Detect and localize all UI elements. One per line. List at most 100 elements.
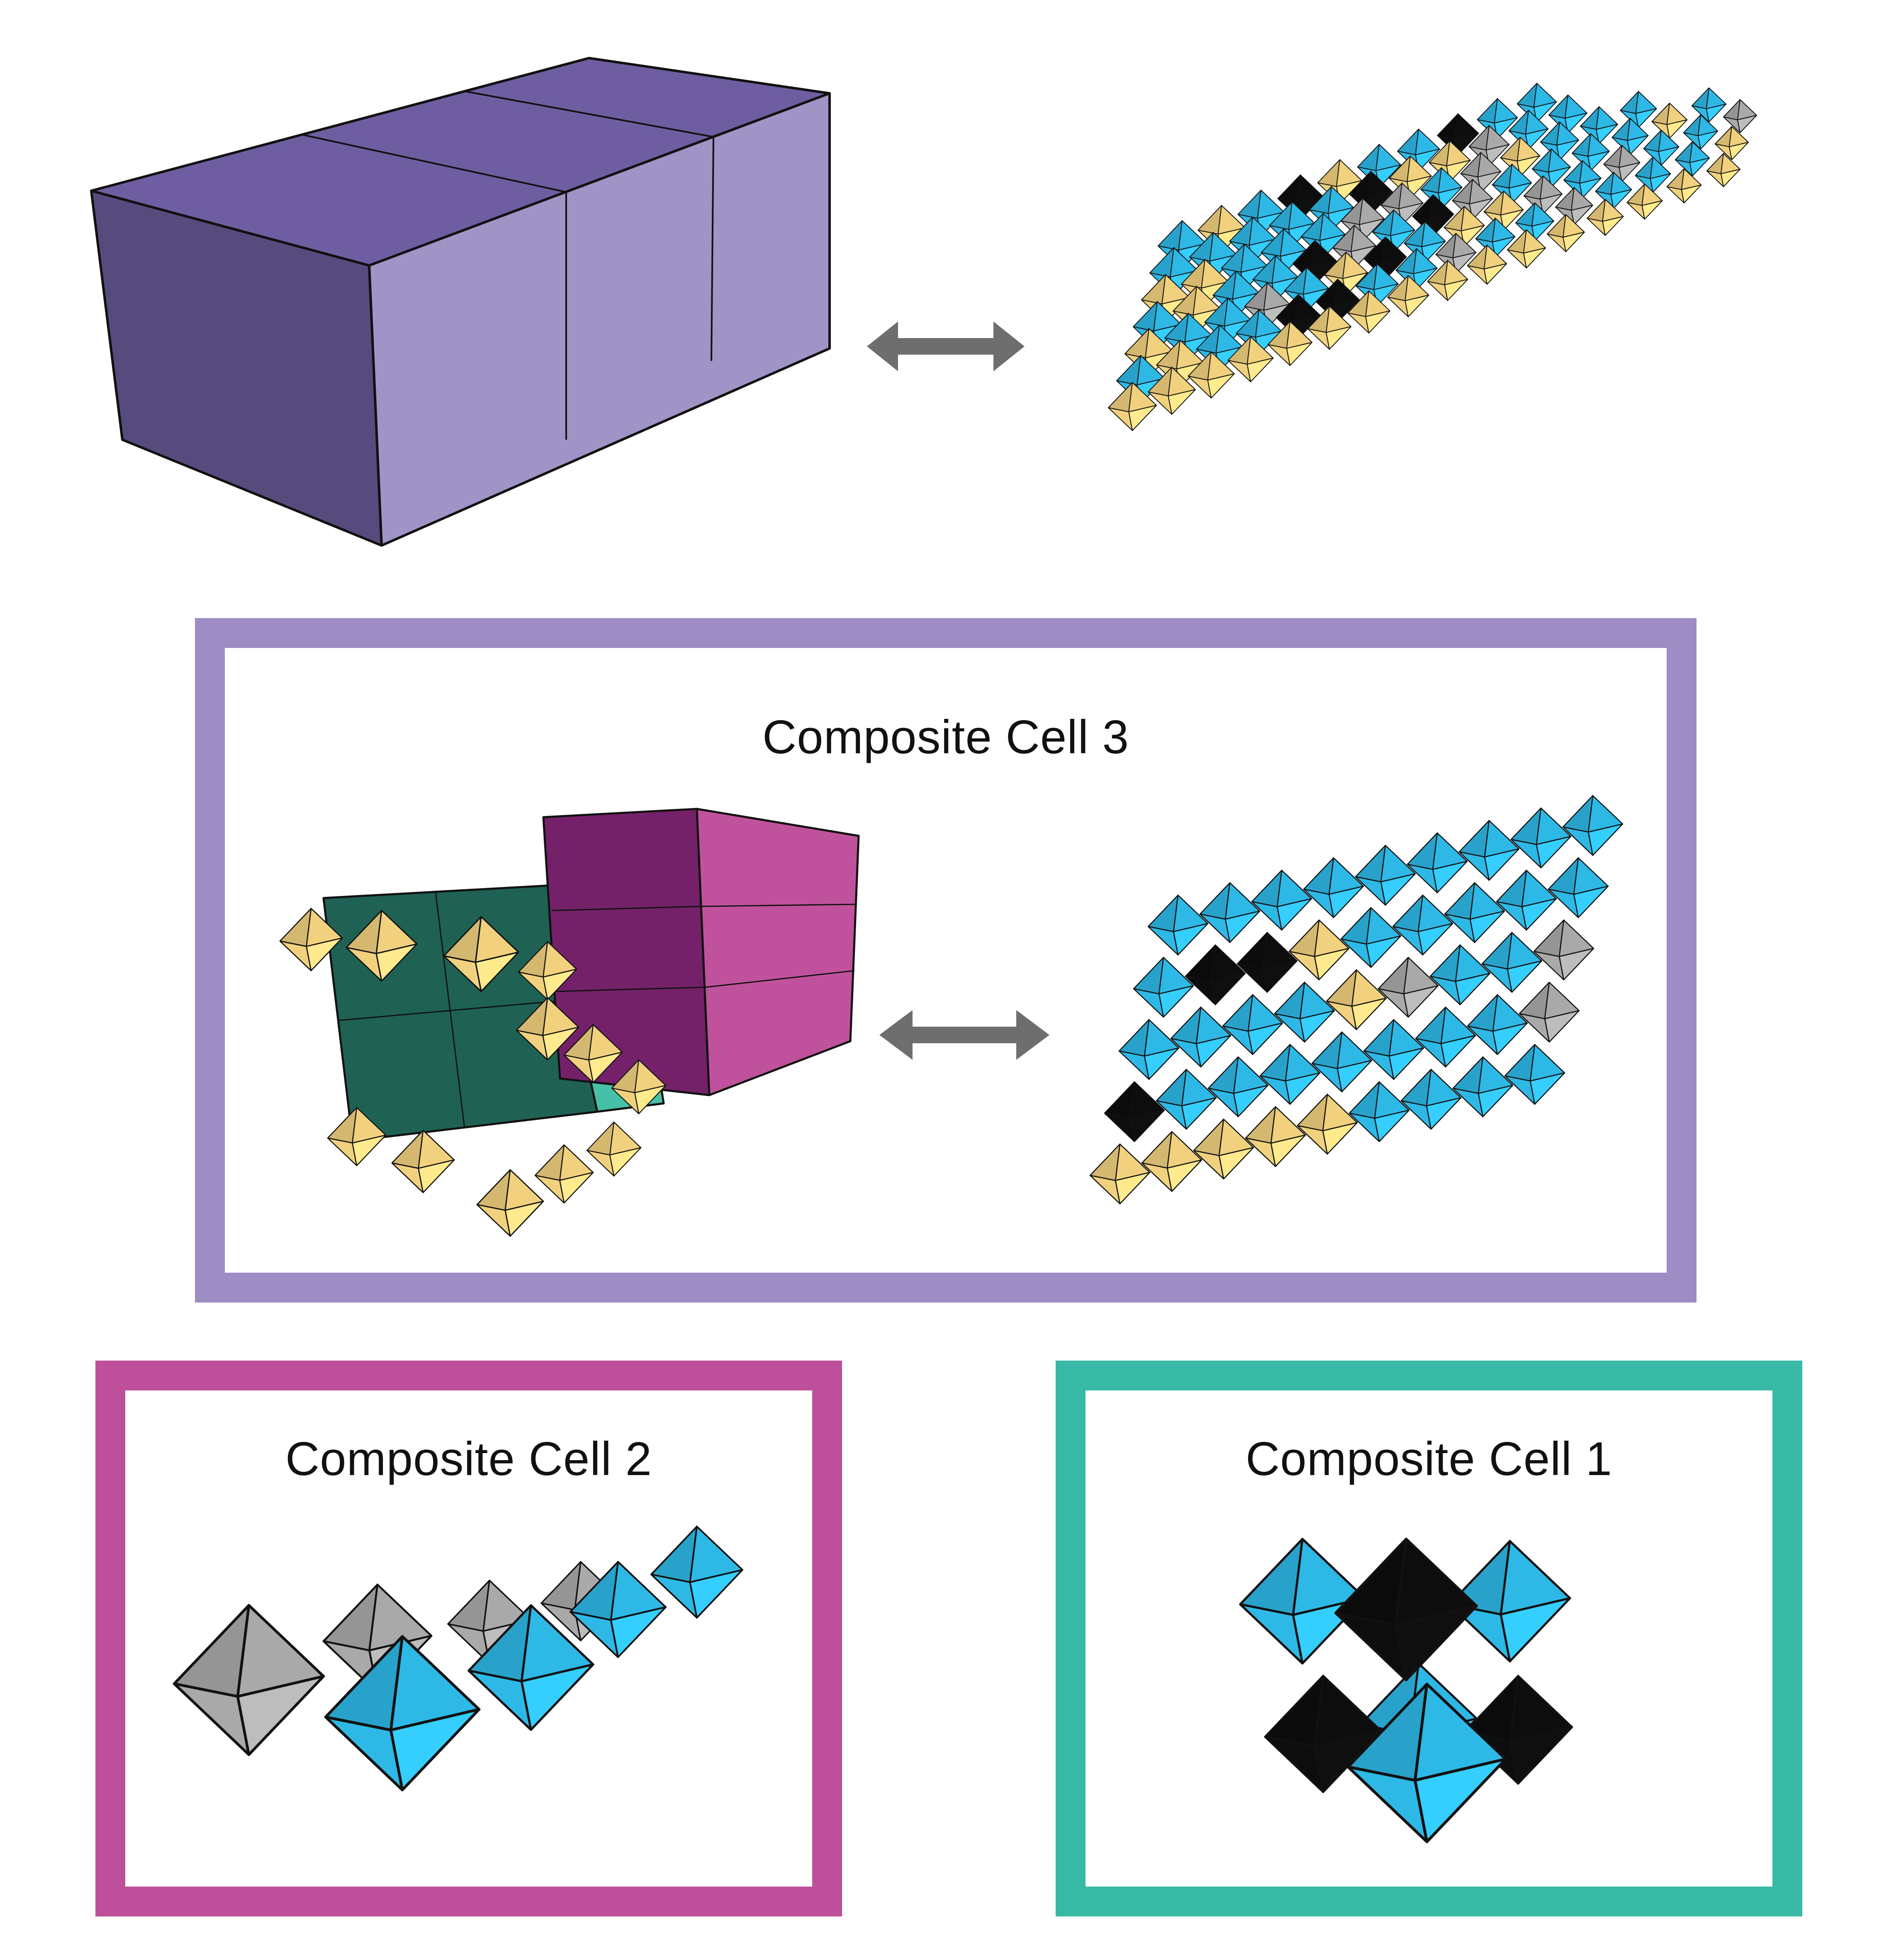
octahedron-icon (1496, 869, 1557, 931)
octahedron-icon (1507, 229, 1546, 268)
octahedron-icon (1259, 1044, 1321, 1105)
octahedron-icon (1133, 957, 1194, 1018)
octahedron-icon (1715, 126, 1749, 160)
composite-cell-1-title: Composite Cell 1 (1245, 1433, 1613, 1485)
octahedron-icon (1378, 957, 1439, 1018)
octahedron-icon (1326, 969, 1387, 1030)
octahedron-icon (1185, 944, 1246, 1006)
octahedron-icon (1651, 102, 1688, 139)
octahedron-icon (1429, 140, 1471, 183)
octahedron-icon (1510, 807, 1572, 869)
octahedron-icon (1611, 118, 1649, 155)
octahedron-icon (1483, 190, 1524, 231)
octahedron-icon (1274, 981, 1335, 1043)
octahedron-icon (1444, 882, 1505, 943)
octahedron-icon (1355, 845, 1416, 906)
octahedron-icon (1400, 1069, 1462, 1130)
octahedron-icon (1387, 275, 1429, 317)
octahedron-icon (1547, 214, 1585, 252)
octahedron-icon (1504, 1044, 1565, 1105)
octahedron-icon (1392, 894, 1453, 956)
octahedron-icon (1415, 1006, 1476, 1068)
octahedron-icon (1691, 87, 1727, 123)
octahedron-icon (1245, 1106, 1306, 1167)
octahedron-icon (1288, 919, 1350, 981)
octahedron-icon (1427, 260, 1468, 301)
octahedron-icon (534, 1144, 594, 1204)
double-headed-arrow-icon (879, 1010, 1049, 1060)
octahedron-icon (1148, 367, 1196, 415)
octahedron-icon (1267, 321, 1313, 366)
octahedron-icon (1297, 1093, 1358, 1155)
octahedron-icon (467, 1604, 594, 1731)
octahedron-icon (1170, 1006, 1232, 1068)
octahedron-icon (391, 1130, 455, 1193)
octahedron-icon (1515, 202, 1554, 241)
octahedron-icon (1516, 83, 1557, 123)
octahedron-icon (1141, 1131, 1202, 1192)
composite-cell-1-structure (1239, 1537, 1573, 1843)
octahedron-icon (1356, 263, 1399, 307)
octahedron-icon (173, 1604, 325, 1756)
composite-cell-3-title: Composite Cell 3 (762, 711, 1129, 764)
octahedron-icon (518, 941, 577, 1001)
octahedron-icon (1437, 113, 1479, 156)
top-crystal-structure (1107, 83, 1757, 431)
octahedron-icon (1492, 163, 1532, 204)
octahedron-icon (1395, 248, 1438, 290)
composite-cell-2-structure (173, 1526, 743, 1792)
octahedron-icon (346, 910, 418, 982)
octahedron-icon (650, 1526, 743, 1619)
octahedron-icon (516, 997, 579, 1061)
octahedron-icon (1207, 1056, 1269, 1118)
octahedron-icon (1666, 168, 1702, 204)
octahedron-icon (1199, 882, 1261, 943)
octahedron-icon (1420, 167, 1463, 209)
octahedron-icon (1237, 932, 1298, 993)
octahedron-icon (611, 1059, 667, 1115)
octahedron-icon (1222, 994, 1283, 1055)
octahedron-icon (1675, 141, 1710, 177)
octahedron-icon (1555, 187, 1593, 225)
octahedron-icon (1364, 236, 1407, 280)
octahedron-icon (1227, 336, 1274, 382)
octahedron-icon (1311, 1031, 1373, 1093)
octahedron-icon (1643, 129, 1680, 166)
octahedron-icon (1303, 857, 1364, 918)
octahedron-icon (1467, 244, 1507, 285)
octahedron-icon (1572, 133, 1610, 171)
octahedron-icon (1193, 1118, 1254, 1180)
octahedron-icon (443, 916, 519, 992)
octahedron-icon (1412, 194, 1454, 236)
octahedron-icon (1626, 183, 1663, 220)
octahedron-icon (1251, 869, 1312, 931)
octahedron-icon (1562, 795, 1624, 856)
octahedron-icon (1147, 894, 1209, 956)
magenta-block-side (696, 808, 860, 1096)
octahedron-icon (1603, 145, 1641, 182)
octahedron-icon (1481, 932, 1543, 993)
octahedron-icon (1587, 199, 1624, 236)
octahedron-icon (1548, 95, 1587, 134)
octahedron-icon (1324, 252, 1368, 296)
octahedron-icon (1683, 114, 1718, 150)
octahedron-icon (1706, 153, 1740, 187)
octahedron-icon (324, 1635, 481, 1792)
octahedron-icon (1372, 209, 1415, 253)
double-headed-arrow-icon (867, 321, 1025, 371)
octahedron-icon (1188, 351, 1235, 399)
composite-cell-3-crystal-structure (1089, 795, 1624, 1205)
octahedron-icon (1397, 129, 1440, 172)
octahedron-icon (1533, 919, 1594, 981)
octahedron-icon (1089, 1143, 1151, 1205)
octahedron-icon (1107, 382, 1157, 431)
octahedron-icon (1307, 306, 1351, 350)
octahedron-icon (1458, 820, 1520, 881)
octahedron-icon (1236, 309, 1282, 355)
octahedron-icon (1317, 159, 1363, 205)
octahedron-icon (563, 1024, 623, 1083)
octahedron-icon (1620, 91, 1657, 128)
octahedron-icon (586, 1121, 642, 1177)
octahedron-icon (1452, 1056, 1514, 1118)
octahedron-icon (1595, 172, 1632, 209)
